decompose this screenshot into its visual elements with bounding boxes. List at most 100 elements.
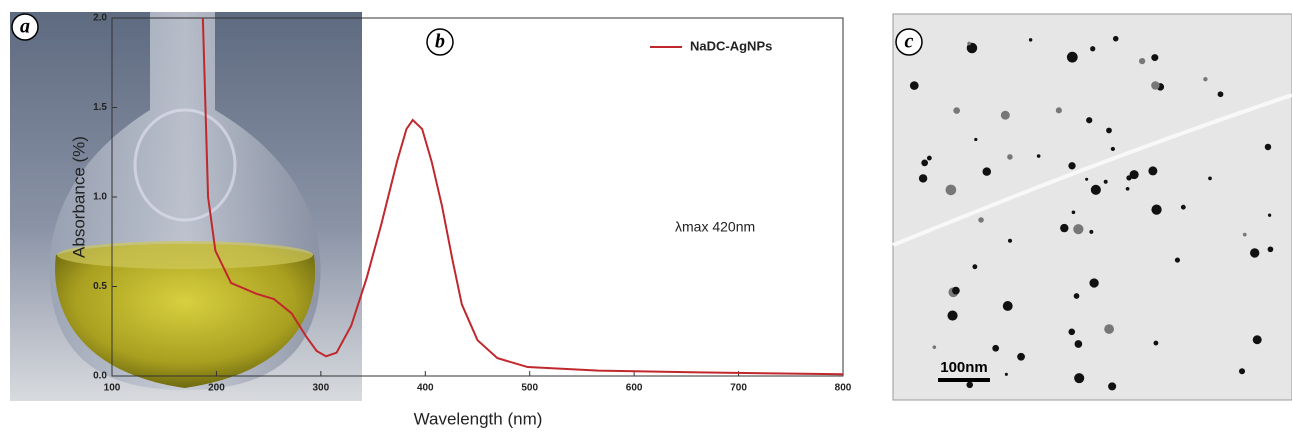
particle	[1055, 107, 1062, 114]
particle	[1071, 210, 1076, 215]
particle	[1267, 213, 1272, 217]
particle	[1153, 340, 1159, 346]
y-tick-label: 1.5	[93, 102, 107, 113]
photo-panel: a	[10, 12, 362, 401]
particle	[1074, 340, 1083, 348]
particle	[1108, 382, 1117, 391]
particle	[1208, 176, 1212, 181]
particle	[1112, 35, 1119, 42]
particle	[1074, 373, 1085, 384]
particle	[1066, 51, 1078, 63]
particle	[1151, 54, 1159, 62]
x-axis-label: Wavelength (nm)	[414, 409, 543, 428]
flask-emblem	[133, 108, 237, 222]
particle	[1139, 57, 1146, 65]
particle	[932, 345, 937, 350]
particle	[967, 41, 971, 46]
particle	[1002, 301, 1013, 311]
x-tick-label: 500	[521, 383, 538, 394]
y-axis-label: Absorbance (%)	[69, 136, 88, 258]
panel-label: c	[905, 31, 914, 53]
x-tick-label: 800	[835, 383, 852, 394]
particle	[945, 184, 957, 196]
x-tick-label: 700	[730, 383, 747, 394]
particle	[1089, 229, 1094, 234]
y-tick-label: 0.0	[93, 371, 107, 382]
particle	[1004, 372, 1008, 376]
particle	[1252, 335, 1262, 345]
panel-badge	[895, 28, 923, 56]
particle	[1036, 154, 1041, 158]
particle	[1028, 38, 1033, 42]
panel-label: a	[20, 16, 30, 38]
panel-badge	[11, 13, 39, 41]
particle	[1238, 368, 1246, 375]
tem-panel: c 100nm	[892, 13, 1292, 401]
y-tick-label: 1.0	[93, 192, 107, 203]
x-tick-label: 400	[417, 383, 434, 394]
particle	[947, 310, 958, 321]
scale-bar-label: 100nm	[940, 359, 988, 376]
particle	[1089, 278, 1099, 288]
particle	[1203, 77, 1208, 82]
particle	[1073, 293, 1080, 299]
particle	[952, 286, 960, 295]
particle	[1180, 204, 1186, 210]
particle	[966, 381, 974, 389]
particle	[1267, 246, 1274, 253]
particle	[1017, 352, 1025, 361]
x-tick-label: 100	[104, 383, 121, 394]
particle	[1068, 328, 1076, 336]
y-tick-label: 0.5	[93, 281, 107, 292]
particle	[1103, 179, 1108, 184]
particle	[918, 174, 928, 183]
particle	[1090, 184, 1101, 195]
particle	[966, 42, 978, 54]
particle	[1242, 232, 1247, 237]
particle	[1090, 46, 1096, 52]
particle	[1148, 166, 1158, 176]
particle	[1217, 91, 1224, 98]
particle	[1174, 257, 1181, 263]
particle	[1264, 143, 1272, 151]
liquid	[55, 243, 316, 388]
legend-label: NaDC-AgNPs	[690, 38, 772, 53]
panel-badge	[426, 28, 454, 56]
particle	[1151, 204, 1162, 215]
particle	[974, 137, 978, 142]
particle	[1250, 248, 1260, 258]
particle	[978, 217, 984, 223]
particle	[1073, 224, 1084, 235]
particle	[1007, 154, 1013, 160]
particle	[1068, 162, 1076, 170]
particle	[1151, 81, 1160, 90]
tem-background	[892, 13, 1292, 401]
particle	[1007, 238, 1013, 243]
x-tick-label: 600	[626, 383, 643, 394]
particle	[1129, 170, 1139, 180]
particle	[926, 155, 932, 161]
particle	[921, 159, 929, 167]
particle	[1085, 177, 1089, 181]
particle	[1104, 324, 1114, 334]
panel-label: b	[435, 31, 445, 53]
chart: b Wavelength (nm) Absorbance (%) λmax 42…	[69, 13, 851, 429]
particle	[1086, 117, 1093, 124]
particle	[1060, 223, 1069, 233]
particle	[1106, 127, 1112, 134]
particle	[953, 107, 960, 114]
crack	[892, 93, 1292, 247]
liquid-surface	[57, 241, 313, 269]
particle	[909, 81, 919, 90]
particle	[1110, 146, 1115, 152]
y-tick-label: 2.0	[93, 13, 107, 24]
particle	[992, 344, 1000, 352]
particle	[1125, 186, 1130, 191]
x-tick-label: 300	[313, 383, 330, 394]
particle	[1000, 110, 1010, 120]
x-tick-label: 200	[208, 383, 225, 394]
particle	[972, 264, 978, 270]
annotation: λmax 420nm	[675, 219, 755, 235]
